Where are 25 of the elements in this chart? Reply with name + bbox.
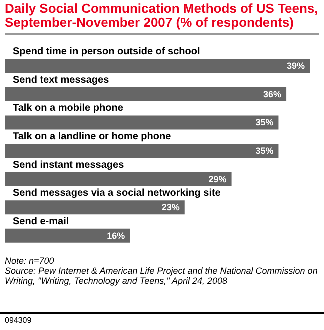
text: 094309 [5, 316, 32, 325]
y-tick-label: Send instant messages [13, 160, 125, 171]
bar [5, 144, 279, 158]
bar [5, 228, 130, 243]
bar [5, 116, 279, 130]
chart-title: Daily Social Communication Methods of US Teens, September-November 2007 (% of respondents) [5, 1, 319, 35]
data-label: 16% [107, 230, 126, 241]
bar [5, 59, 310, 74]
data-label: 35% [256, 118, 274, 128]
text: Note: n=700 [5, 256, 56, 266]
y-tick-label: Spend time in person outside of school [13, 46, 200, 58]
data-label: 39% [286, 61, 305, 72]
y-tick-label: Talk on a landline or home phone [13, 132, 172, 142]
source-note: Source: Pew Internet & American Life Project and the National Commission on Writing, "Writing, Technology and Teens," April 24, 2008 [5, 266, 319, 286]
data-label: 35% [256, 146, 274, 156]
bar [5, 200, 185, 215]
bar [5, 172, 232, 186]
y-tick-label: Send e-mail [13, 216, 70, 228]
bar [5, 87, 287, 102]
y-tick-label: Talk on a mobile phone [13, 103, 124, 114]
y-tick-label: Send text messages [13, 74, 110, 86]
data-label: 36% [264, 89, 282, 100]
data-label: 29% [208, 174, 227, 184]
y-tick-label: Send messages via a social networking site [13, 188, 222, 200]
data-label: 23% [162, 202, 180, 213]
